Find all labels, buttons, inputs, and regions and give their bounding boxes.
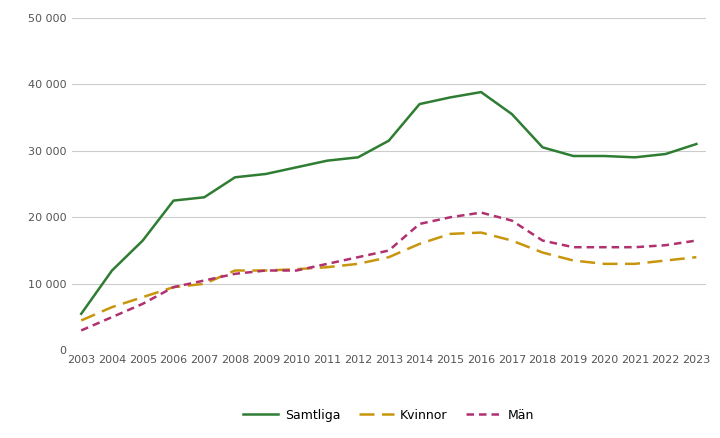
Kvinnor (508, 238, 516, 243)
Män (569, 244, 577, 250)
Kvinnor (169, 285, 178, 290)
Kvinnor (446, 231, 454, 237)
Samtliga (261, 171, 270, 177)
Samtliga (354, 155, 362, 160)
Kvinnor (138, 294, 147, 300)
Män (631, 244, 639, 250)
Män (323, 261, 332, 266)
Män (384, 248, 393, 253)
Män (230, 271, 239, 276)
Kvinnor (661, 258, 670, 263)
Samtliga (446, 95, 454, 100)
Samtliga (661, 152, 670, 157)
Män (354, 254, 362, 260)
Kvinnor (600, 261, 608, 266)
Män (415, 221, 424, 226)
Kvinnor (77, 318, 86, 323)
Samtliga (169, 198, 178, 203)
Kvinnor (230, 268, 239, 273)
Män (108, 314, 117, 320)
Män (446, 215, 454, 220)
Samtliga (600, 153, 608, 159)
Män (508, 218, 516, 223)
Kvinnor (631, 261, 639, 266)
Kvinnor (292, 267, 301, 272)
Kvinnor (261, 268, 270, 273)
Män (261, 268, 270, 273)
Samtliga (415, 102, 424, 107)
Kvinnor (384, 254, 393, 260)
Kvinnor (108, 304, 117, 310)
Samtliga (569, 153, 577, 159)
Män (138, 301, 147, 307)
Samtliga (292, 165, 301, 170)
Samtliga (692, 141, 701, 147)
Kvinnor (354, 261, 362, 266)
Line: Män: Män (81, 212, 696, 330)
Kvinnor (539, 250, 547, 255)
Samtliga (108, 268, 117, 273)
Line: Kvinnor: Kvinnor (81, 233, 696, 321)
Män (77, 328, 86, 333)
Line: Samtliga: Samtliga (81, 92, 696, 314)
Samtliga (539, 145, 547, 150)
Män (600, 244, 608, 250)
Samtliga (508, 111, 516, 117)
Samtliga (138, 238, 147, 243)
Samtliga (200, 194, 209, 200)
Legend: Samtliga, Kvinnor, Män: Samtliga, Kvinnor, Män (238, 404, 539, 427)
Kvinnor (200, 281, 209, 286)
Samtliga (477, 89, 485, 95)
Män (292, 268, 301, 273)
Samtliga (631, 155, 639, 160)
Kvinnor (692, 254, 701, 260)
Kvinnor (323, 265, 332, 270)
Män (200, 278, 209, 283)
Män (661, 243, 670, 248)
Samtliga (77, 311, 86, 316)
Samtliga (323, 158, 332, 163)
Män (169, 285, 178, 290)
Kvinnor (477, 230, 485, 235)
Samtliga (230, 175, 239, 180)
Kvinnor (415, 241, 424, 247)
Män (477, 210, 485, 215)
Kvinnor (569, 258, 577, 263)
Samtliga (384, 138, 393, 143)
Män (692, 238, 701, 243)
Män (539, 238, 547, 243)
